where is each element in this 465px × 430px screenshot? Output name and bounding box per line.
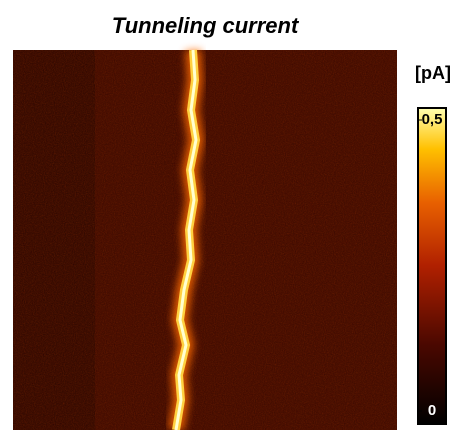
- colorbar-tick-label: 0: [428, 402, 436, 419]
- figure: Tunneling current [pA] 0 0,5: [0, 0, 465, 430]
- chart-title: Tunneling current: [112, 13, 300, 38]
- colorbar: [418, 108, 446, 424]
- colorbar-label: [pA]: [415, 63, 451, 83]
- scan-image: [13, 50, 397, 430]
- colorbar-tick-label: 0,5: [422, 111, 443, 128]
